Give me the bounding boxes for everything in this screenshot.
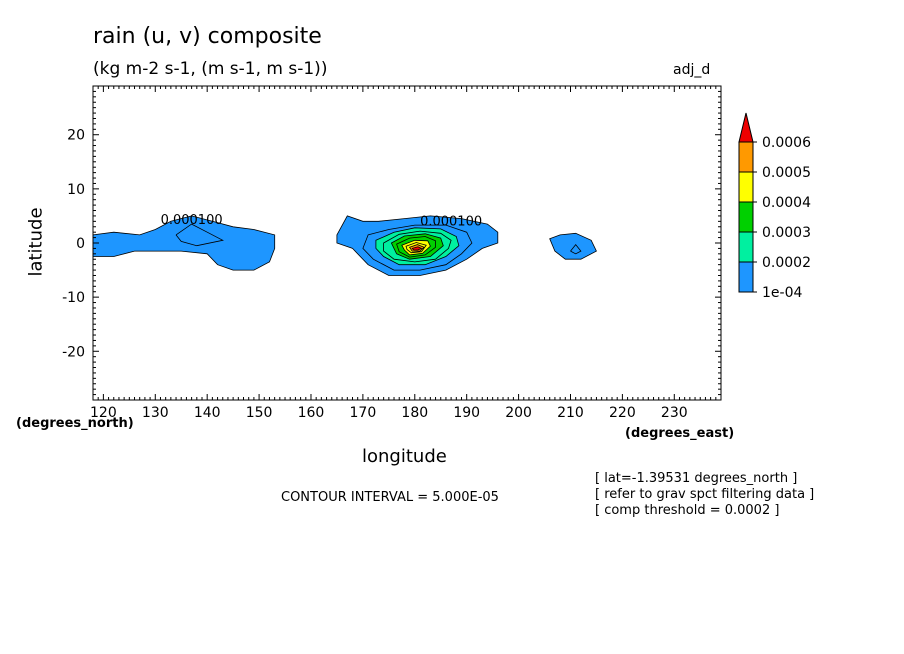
colorbar-label: 0.0003 — [762, 225, 811, 241]
axis-tick-labels: 120 130 140 150 160 170 180 190 200 210 220 230-20-… — [62, 128, 688, 421]
contour-interval-note: CONTOUR INTERVAL = 5.000E-05 — [281, 490, 499, 505]
x-tick-label: 130 — [142, 405, 169, 421]
footnote-latitude: [ lat=-1.39531 degrees_north ] — [595, 471, 798, 486]
chart-title: rain (u, v) composite — [93, 24, 322, 49]
footnote-filtering: [ refer to grav spct filtering data ] — [595, 487, 815, 502]
x-tick-label: 150 — [246, 405, 273, 421]
x-tick-label: 230 — [661, 405, 688, 421]
x-axis-label: longitude — [362, 446, 447, 467]
x-tick-label: 140 — [194, 405, 221, 421]
y-tick-label: -10 — [62, 290, 85, 306]
plot-tag: adj_d — [673, 62, 711, 78]
colorbar-label: 0.0002 — [762, 255, 811, 271]
x-tick-label: 170 — [350, 405, 377, 421]
footnote-threshold: [ comp threshold = 0.0002 ] — [595, 503, 780, 518]
y-tick-label: 10 — [67, 182, 85, 198]
y-axis-units: (degrees_north) — [16, 416, 134, 431]
colorbar-box-5 — [738, 141, 754, 173]
contour-label-0: 0.000100 — [161, 213, 223, 228]
contour-line-1 — [570, 243, 582, 255]
colorbar-max-triangle — [738, 112, 754, 143]
x-tick-label: 120 — [90, 405, 117, 421]
contour-region-east-11 — [549, 232, 597, 260]
colorbar-label: 0.0006 — [762, 135, 811, 151]
colorbar-label: 0.0004 — [762, 195, 811, 211]
contour-fills — [92, 215, 597, 276]
x-tick-label: 180 — [401, 405, 428, 421]
x-tick-label: 190 — [453, 405, 480, 421]
x-tick-label: 210 — [557, 405, 584, 421]
x-tick-label: 160 — [298, 405, 325, 421]
x-tick-label: 200 — [505, 405, 532, 421]
x-axis-units: (degrees_east) — [625, 426, 735, 441]
colorbar-label: 1e-04 — [762, 285, 802, 301]
contour-labels: 0.000100 0.000100 — [161, 213, 483, 230]
y-tick-label: -20 — [62, 344, 85, 360]
colorbar-label: 0.0005 — [762, 165, 811, 181]
chart-subtitle: (kg m-2 s-1, (m s-1, m s-1)) — [93, 59, 328, 79]
x-tick-label: 220 — [609, 405, 636, 421]
colorbar-box-1 — [738, 261, 754, 293]
y-axis-label: latitude — [25, 207, 47, 277]
colorbar-box-2 — [738, 231, 754, 263]
contour-region-west-0 — [92, 215, 276, 271]
contour-label-1: 0.000100 — [420, 215, 482, 230]
y-tick-label: 20 — [67, 128, 85, 144]
colorbar: 1e-04 0.0002 0.0003 0.0004 0.0005 0.0006 — [738, 112, 811, 301]
contour-line-0 — [175, 223, 224, 247]
axis-ticks — [92, 85, 722, 401]
y-tick-label: 0 — [76, 236, 85, 252]
colorbar-box-3 — [738, 201, 754, 233]
contour-region-central-10 — [411, 246, 423, 251]
contour-lines — [175, 223, 582, 255]
colorbar-box-4 — [738, 171, 754, 203]
